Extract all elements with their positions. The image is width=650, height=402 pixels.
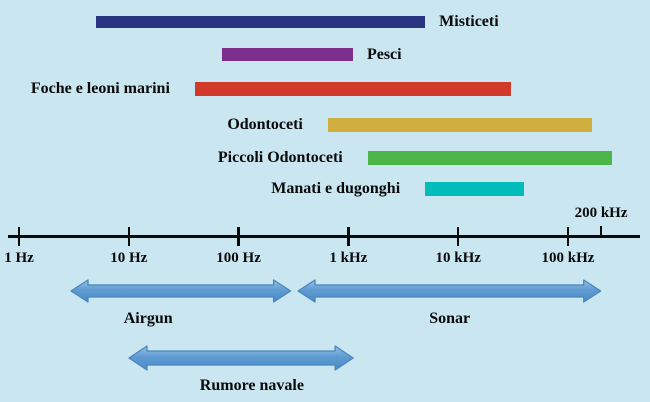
range-bar-manati-e-dugonghi — [425, 182, 525, 196]
axis-tick-label-1-khz: 1 kHz — [329, 250, 368, 266]
rumore-navale-arrow-shape — [128, 345, 354, 371]
axis-end-label-200khz: 200 kHz — [574, 205, 628, 221]
range-bar-pesci — [221, 48, 353, 61]
species-label-piccoli-odontoceti: Piccoli Odontoceti — [217, 149, 343, 166]
frequency-axis-line — [8, 235, 640, 238]
species-label-pesci: Pesci — [366, 45, 402, 63]
range-bar-odontoceti — [327, 118, 592, 132]
airgun-arrow-shape — [70, 279, 292, 303]
range-bar-misticeti — [95, 16, 426, 28]
sonar-arrow-shape — [297, 279, 602, 303]
range-bar-foche-e-leoni-marini — [194, 82, 511, 96]
axis-tick-10-hz — [127, 227, 131, 246]
axis-tick-1-hz — [17, 227, 21, 246]
axis-tick-10-khz — [456, 227, 460, 246]
axis-tick-100-khz — [566, 227, 570, 246]
airgun-double-arrow — [70, 279, 292, 303]
source-label-sonar: Sonar — [429, 310, 471, 327]
species-label-odontoceti: Odontoceti — [227, 116, 303, 133]
range-bar-piccoli-odontoceti — [367, 151, 612, 165]
rumore-navale-double-arrow — [128, 345, 354, 371]
axis-tick-label-100-hz: 100 Hz — [216, 250, 261, 266]
species-label-misticeti: Misticeti — [439, 13, 499, 30]
axis-tick-label-10-hz: 10 Hz — [110, 250, 148, 266]
source-label-airgun: Airgun — [123, 310, 173, 327]
axis-tick-label-1-hz: 1 Hz — [4, 250, 34, 266]
axis-tick-label-10-khz: 10 kHz — [435, 250, 481, 266]
axis-tick-label-100-khz: 100 kHz — [541, 250, 595, 266]
axis-tick-100-hz — [237, 227, 240, 246]
sonar-double-arrow — [297, 279, 602, 303]
species-label-manati-e-dugonghi: Manati e dugonghi — [271, 180, 401, 197]
species-label-foche-e-leoni-marini: Foche e leoni marini — [30, 80, 170, 97]
source-label-rumore-navale: Rumore navale — [199, 377, 304, 394]
axis-tick-1-khz — [347, 227, 350, 246]
axis-end-tick-200khz — [599, 226, 603, 237]
